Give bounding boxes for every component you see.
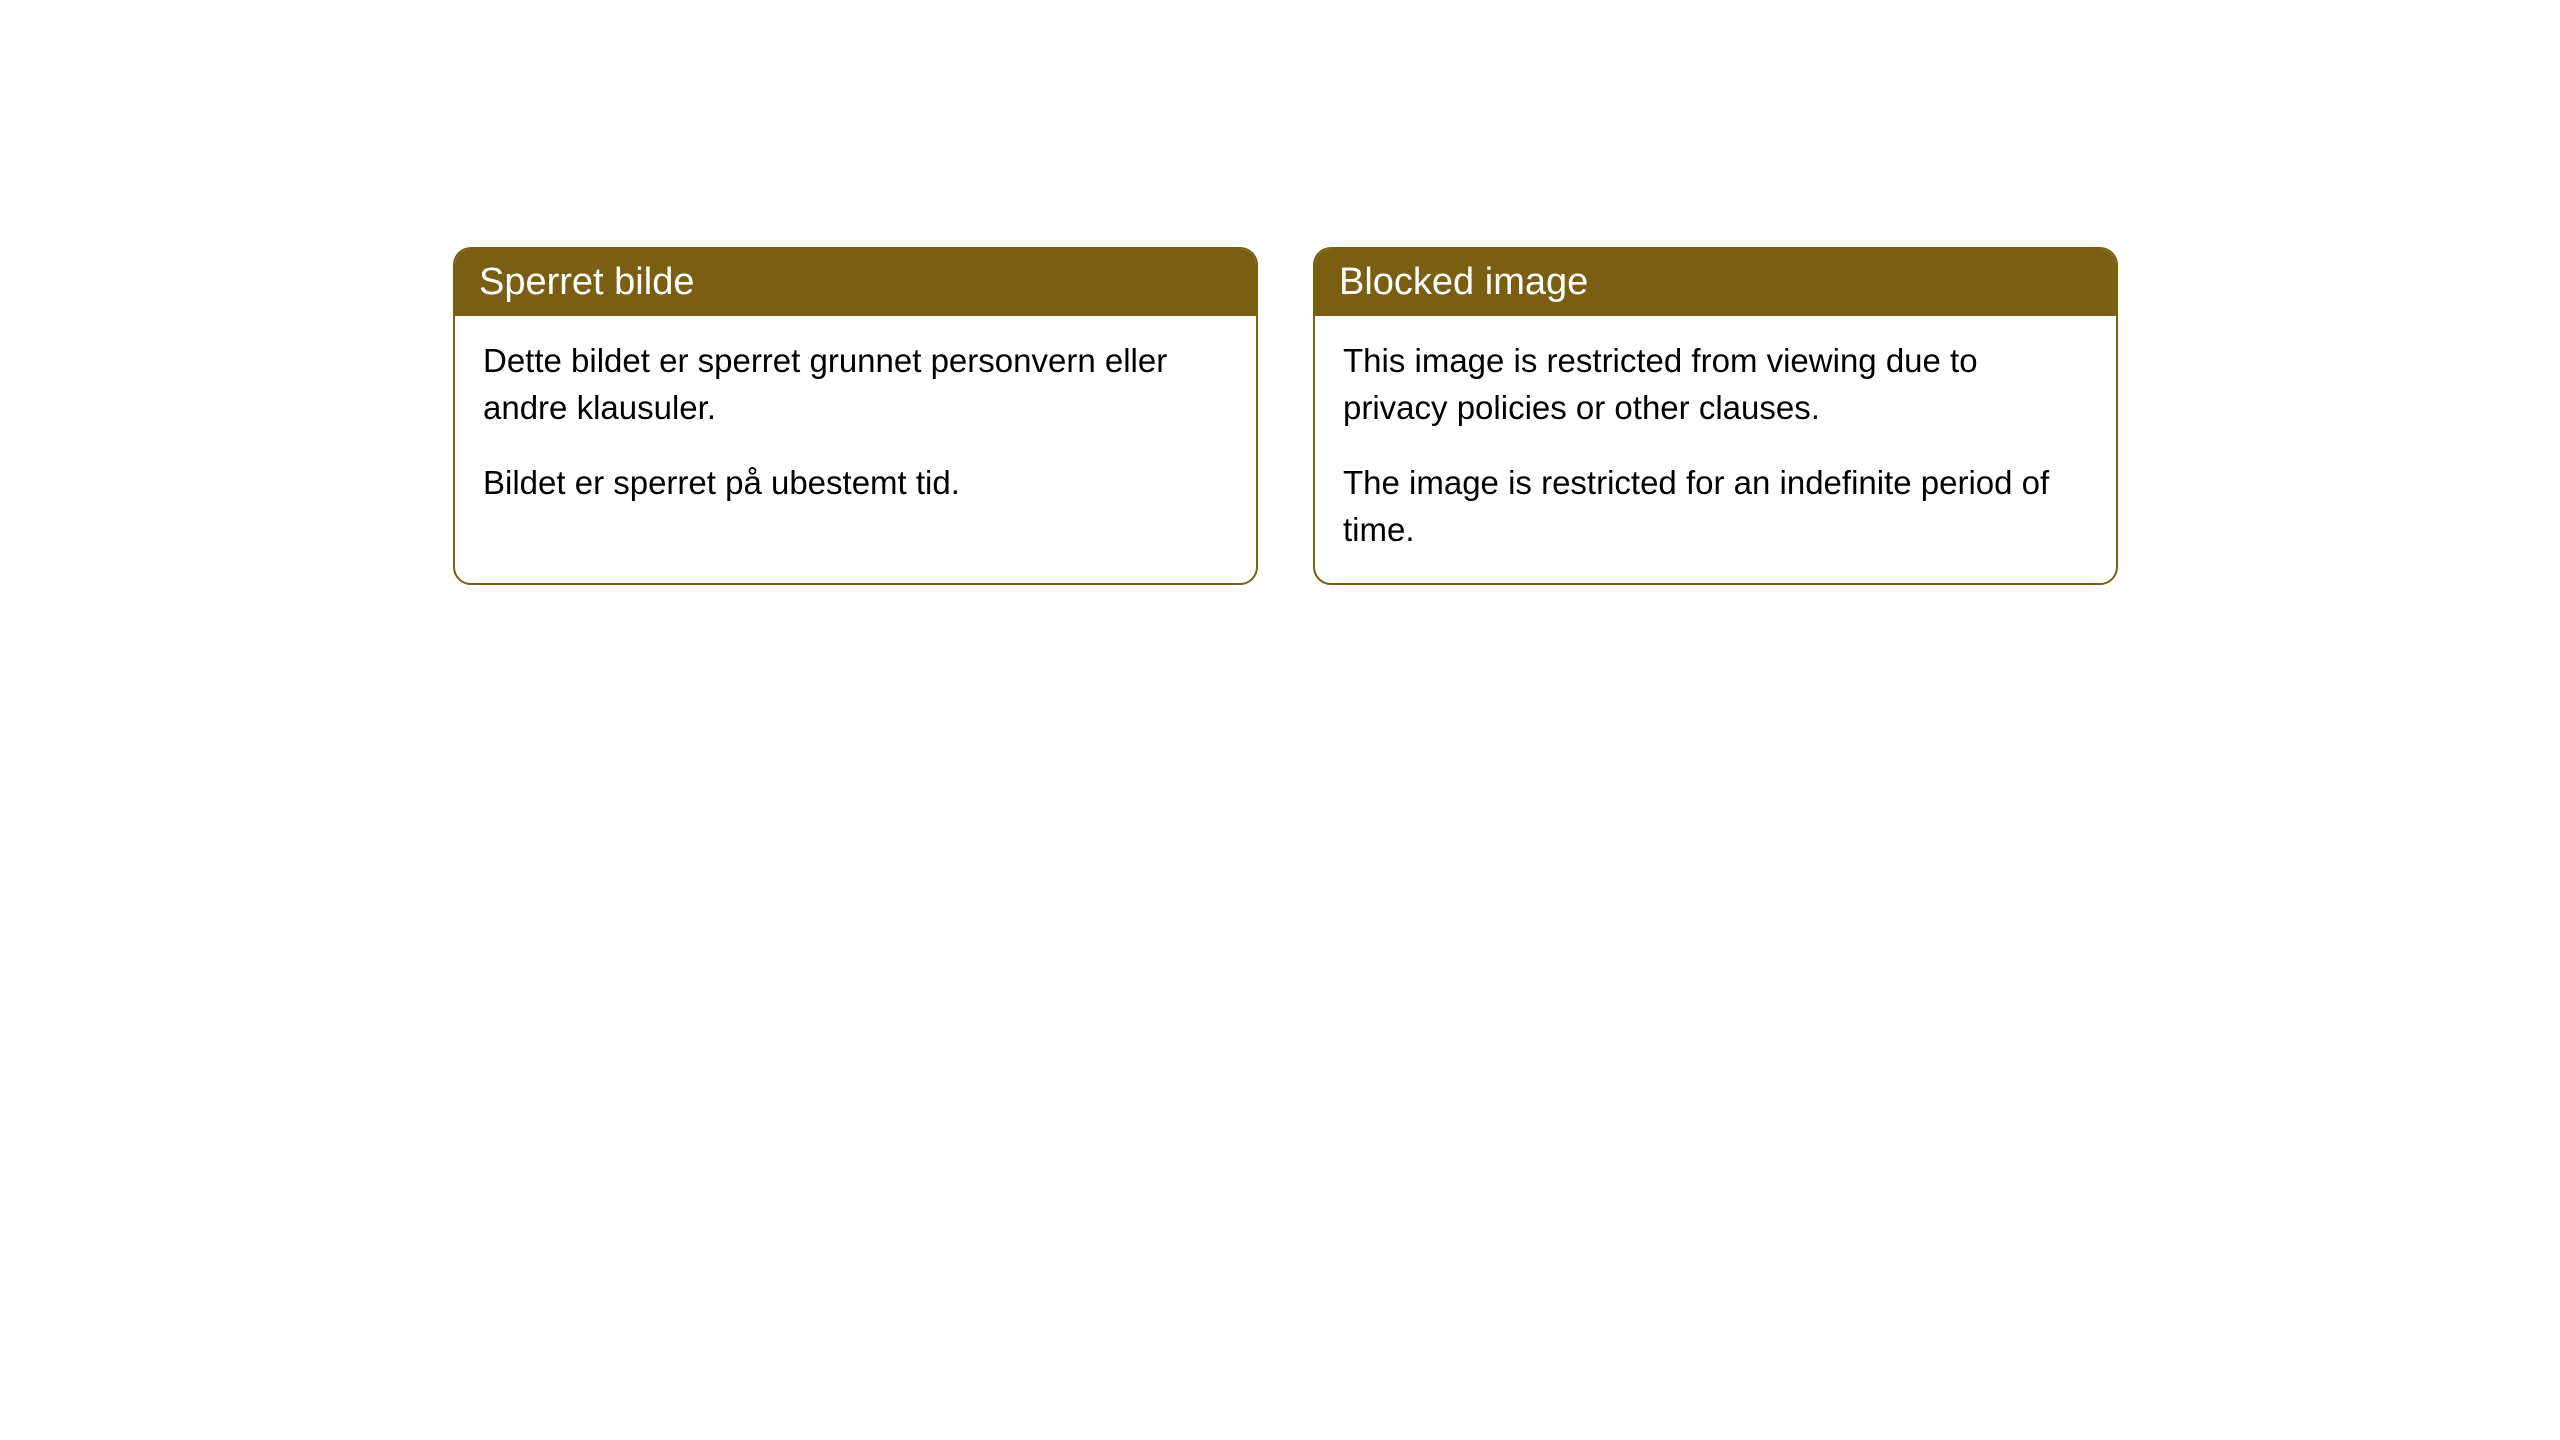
notice-cards-container: Sperret bilde Dette bildet er sperret gr… — [453, 247, 2118, 585]
card-header: Sperret bilde — [455, 249, 1256, 316]
card-paragraph: Bildet er sperret på ubestemt tid. — [483, 460, 1228, 507]
card-title: Sperret bilde — [479, 261, 694, 303]
card-paragraph: The image is restricted for an indefinit… — [1343, 460, 2088, 554]
card-body: This image is restricted from viewing du… — [1315, 316, 2116, 583]
card-header: Blocked image — [1315, 249, 2116, 316]
blocked-image-card-english: Blocked image This image is restricted f… — [1313, 247, 2118, 585]
card-paragraph: This image is restricted from viewing du… — [1343, 338, 2088, 432]
card-paragraph: Dette bildet er sperret grunnet personve… — [483, 338, 1228, 432]
card-title: Blocked image — [1339, 261, 1588, 303]
blocked-image-card-norwegian: Sperret bilde Dette bildet er sperret gr… — [453, 247, 1258, 585]
card-body: Dette bildet er sperret grunnet personve… — [455, 316, 1256, 537]
